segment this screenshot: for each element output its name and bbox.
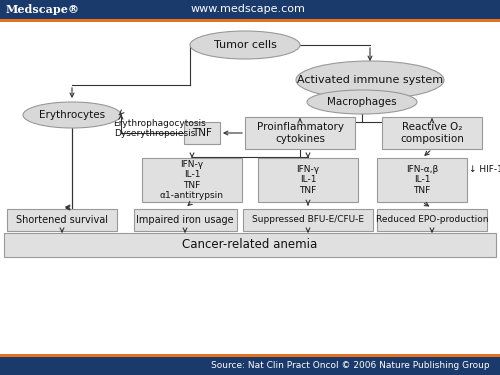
Text: ↓ HIF-1: ↓ HIF-1 [469,165,500,174]
Text: Source: Nat Clin Pract Oncol © 2006 Nature Publishing Group: Source: Nat Clin Pract Oncol © 2006 Natu… [212,362,490,370]
Ellipse shape [23,102,121,128]
Bar [4,233,496,257]
FancyBboxPatch shape [184,122,220,144]
Text: www.medscape.com: www.medscape.com [190,4,306,15]
Text: Tumor cells: Tumor cells [214,40,276,50]
Ellipse shape [190,31,300,59]
FancyBboxPatch shape [382,117,482,149]
Text: IFN-γ
IL-1
TNF: IFN-γ IL-1 TNF [296,165,320,195]
Text: Macrophages: Macrophages [327,97,397,107]
Text: Shortened survival: Shortened survival [16,215,108,225]
Text: Dyserythropoiesis: Dyserythropoiesis [114,129,196,138]
Text: Activated immune system: Activated immune system [297,75,443,85]
Bar [0,0,500,19]
FancyBboxPatch shape [258,158,358,202]
FancyBboxPatch shape [377,209,487,231]
Text: TNF: TNF [192,128,212,138]
Bar [0,22,500,354]
FancyBboxPatch shape [377,158,467,202]
Text: Proinflammatory
cytokines: Proinflammatory cytokines [256,122,344,144]
FancyBboxPatch shape [245,117,355,149]
Text: Impaired iron usage: Impaired iron usage [136,215,234,225]
FancyBboxPatch shape [243,209,373,231]
Text: Reactive O₂
composition: Reactive O₂ composition [400,122,464,144]
Text: Suppressed BFU-E/CFU-E: Suppressed BFU-E/CFU-E [252,216,364,225]
Text: Cancer-related anemia: Cancer-related anemia [182,238,318,252]
Text: Erythrophagocytosis: Erythrophagocytosis [114,118,206,128]
Text: IFN-α,β
IL-1
TNF: IFN-α,β IL-1 TNF [406,165,438,195]
FancyBboxPatch shape [7,209,117,231]
Text: Erythrocytes: Erythrocytes [39,110,105,120]
Text: IFN-γ
IL-1
TNF
α1-antitrypsin: IFN-γ IL-1 TNF α1-antitrypsin [160,160,224,200]
Ellipse shape [296,61,444,99]
Bar [0,357,500,375]
Text: Medscape®: Medscape® [6,4,80,15]
Ellipse shape [307,90,417,114]
Text: Reduced EPO-production: Reduced EPO-production [376,216,488,225]
FancyBboxPatch shape [134,209,236,231]
Bar [0,19,500,22]
FancyBboxPatch shape [142,158,242,202]
Bar [0,354,500,357]
